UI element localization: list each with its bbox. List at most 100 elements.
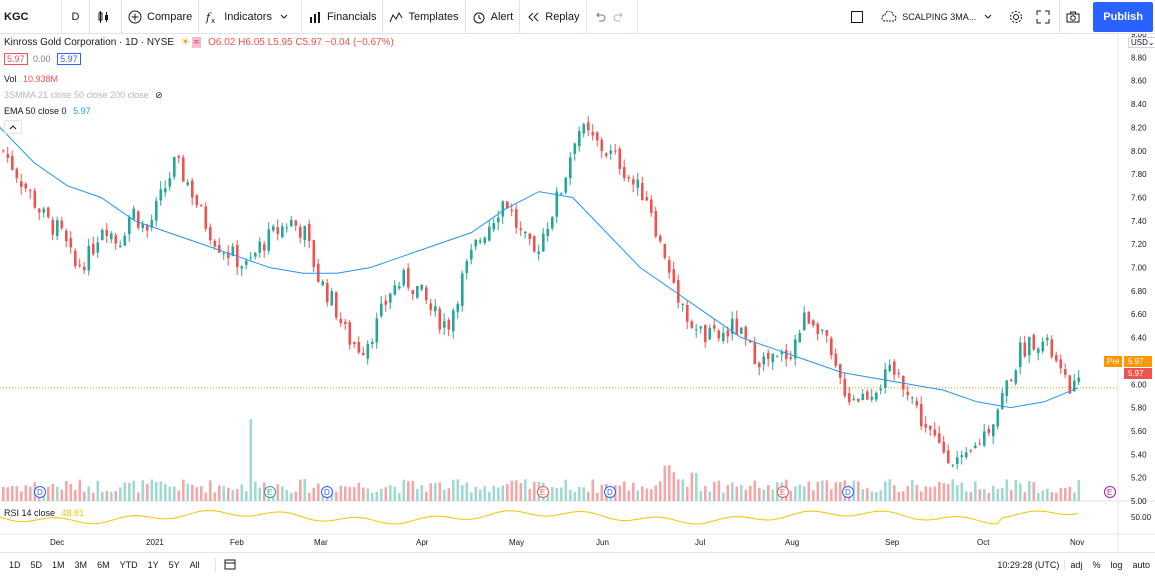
fullscreen-layout-toggle[interactable] [844, 0, 875, 34]
volume-bar [213, 492, 217, 501]
volume-bar [371, 492, 374, 501]
range-6m[interactable]: 6M [97, 560, 110, 570]
eye-off-icon[interactable]: ⊘ [155, 90, 163, 100]
publish-button[interactable]: Publish [1093, 1, 1153, 32]
range-buttons: 1D 5D 1M 3M 6M YTD 1Y 5Y All [0, 560, 205, 570]
time-tick-label: Jun [596, 538, 609, 547]
financials-button[interactable]: Financials [302, 0, 384, 34]
event-marker-label: E [780, 488, 785, 497]
undo-icon[interactable] [593, 10, 607, 24]
volume-bar [1041, 490, 1045, 501]
volume-bar [929, 487, 932, 501]
candle-body [182, 157, 185, 182]
layout-name: SCALPING 3MA... [902, 11, 977, 22]
candle-body [587, 122, 590, 131]
volume-bar [807, 481, 811, 501]
layout-menu[interactable]: SCALPING 3MA... [875, 0, 1005, 34]
replay-button[interactable]: Replay [520, 0, 587, 34]
candle-body [420, 284, 424, 290]
symbol-search[interactable]: KGC [0, 0, 62, 34]
volume-bar [555, 488, 559, 501]
candle-body [312, 240, 316, 267]
volume-bar [708, 491, 712, 501]
candle-body [596, 132, 599, 141]
volume-bar [1001, 488, 1004, 501]
time-axis[interactable]: Dec 2021 Feb Mar Apr May Jun Jul Aug Sep Oct Nov [50, 538, 1084, 547]
chart-pane[interactable]: D E D E D E D E 9.00 8.80 8.60 8.40 8.20 8.00 7.80 7.6… [0, 34, 1155, 552]
range-5d[interactable]: 5D [30, 560, 43, 570]
volume-bar [105, 490, 109, 501]
settings-button[interactable] [1005, 0, 1032, 34]
volume-bar [249, 419, 253, 501]
range-1y[interactable]: 1Y [147, 560, 159, 570]
candle-body [794, 339, 797, 359]
candle-body [1073, 380, 1076, 392]
price-tick-label: 7.40 [1131, 217, 1147, 226]
log-toggle[interactable]: log [1110, 560, 1123, 570]
time-tick-label: Jul [695, 538, 705, 547]
percent-toggle[interactable]: % [1092, 560, 1101, 570]
candle-body [677, 280, 680, 303]
candle-body [87, 245, 91, 271]
fullscreen-button[interactable] [1032, 0, 1059, 34]
volume-bar [888, 479, 892, 501]
chevron-down-icon [280, 14, 288, 19]
candle-body [150, 220, 154, 228]
candle-body [416, 286, 419, 298]
price-tick-label: 6.00 [1131, 380, 1147, 389]
range-1d[interactable]: 1D [9, 560, 21, 570]
alert-label: Alert [490, 10, 514, 23]
volume-bar [699, 491, 703, 501]
candle-body [479, 240, 482, 243]
volume-bar [996, 488, 1000, 501]
rsi-tick-label: 50.00 [1131, 513, 1152, 522]
bid-box[interactable]: 5.97 [4, 53, 28, 65]
candle-body [614, 150, 617, 152]
gear-icon [1010, 10, 1023, 23]
volume-bar [78, 479, 82, 501]
goto-date-button[interactable] [214, 558, 236, 572]
collapse-legend-button[interactable] [4, 120, 22, 134]
range-1m[interactable]: 1M [52, 560, 65, 570]
price-tick-label: 8.80 [1131, 53, 1147, 62]
alarm-clock-icon [473, 12, 485, 23]
redo-icon[interactable] [612, 10, 626, 24]
candle-body [591, 131, 595, 136]
candle-body [632, 179, 635, 185]
candle-body [83, 266, 86, 271]
candle-body [11, 155, 14, 170]
alert-button[interactable]: Alert [466, 0, 521, 34]
candle-body [686, 305, 689, 322]
candle-body [191, 180, 194, 198]
candle-body [366, 343, 370, 359]
range-3m[interactable]: 3M [74, 560, 88, 570]
time-tick-label: Dec [50, 538, 64, 547]
range-all[interactable]: All [189, 560, 200, 570]
templates-button[interactable]: Templates [383, 0, 466, 34]
compare-button[interactable]: Compare [122, 0, 200, 34]
volume-bar [830, 489, 833, 501]
adj-toggle[interactable]: adj [1070, 560, 1083, 570]
chart-type-button[interactable] [90, 0, 122, 34]
price-chart[interactable]: D E D E D E D E 9.00 8.80 8.60 8.40 8.20 8.00 7.80 7.6… [0, 34, 1155, 552]
screenshot-button[interactable] [1059, 0, 1091, 34]
candle-body [227, 252, 230, 258]
range-5y[interactable]: 5Y [168, 560, 180, 570]
candle-body [816, 324, 820, 334]
range-ytd[interactable]: YTD [119, 560, 138, 570]
volume-bar [672, 472, 676, 501]
price-tick-label: 9.00 [1131, 34, 1147, 39]
candle-body [983, 431, 986, 446]
candle-body [1010, 379, 1013, 382]
clock-display[interactable]: 10:29:28 (UTC) [992, 560, 1066, 570]
auto-toggle[interactable]: auto [1132, 560, 1150, 570]
candle-body [740, 327, 743, 334]
interval-selector[interactable]: D [62, 0, 90, 34]
candle-body [92, 243, 95, 255]
currency-selector[interactable]: USD⌄ [1128, 37, 1155, 48]
square-icon [851, 10, 864, 23]
volume-bar [83, 491, 86, 501]
ask-box[interactable]: 5.97 [57, 53, 81, 65]
